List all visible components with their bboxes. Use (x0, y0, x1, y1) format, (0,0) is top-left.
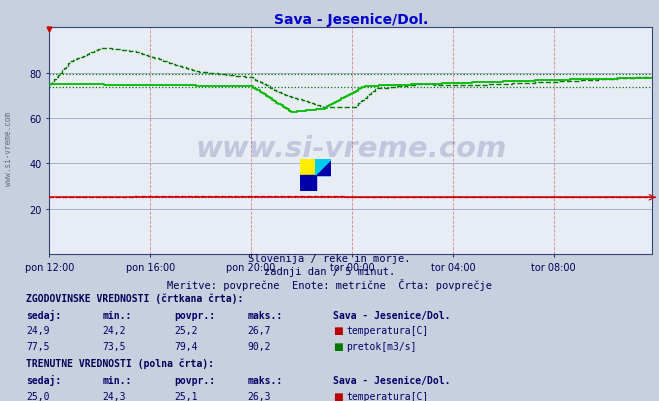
Text: maks.:: maks.: (247, 310, 282, 320)
Bar (300, 175, 316, 191)
Text: zadnji dan / 5 minut.: zadnji dan / 5 minut. (264, 267, 395, 277)
Text: pretok[m3/s]: pretok[m3/s] (346, 341, 416, 351)
Text: ■: ■ (333, 326, 343, 336)
Text: sedaj:: sedaj: (26, 375, 61, 385)
Text: ■: ■ (333, 341, 343, 351)
Text: povpr.:: povpr.: (175, 375, 215, 385)
Text: ■: ■ (333, 391, 343, 401)
Text: min.:: min.: (102, 310, 132, 320)
Title: Sava - Jesenice/Dol.: Sava - Jesenice/Dol. (273, 13, 428, 27)
Text: 24,9: 24,9 (26, 326, 50, 336)
Text: 25,0: 25,0 (26, 391, 50, 401)
Text: 24,3: 24,3 (102, 391, 126, 401)
Text: 25,1: 25,1 (175, 391, 198, 401)
Text: 77,5: 77,5 (26, 341, 50, 351)
Text: 79,4: 79,4 (175, 341, 198, 351)
Text: 25,2: 25,2 (175, 326, 198, 336)
Text: temperatura[C]: temperatura[C] (346, 391, 428, 401)
Text: 24,2: 24,2 (102, 326, 126, 336)
Text: TRENUTNE VREDNOSTI (polna črta):: TRENUTNE VREDNOSTI (polna črta): (26, 358, 214, 369)
Bar (300, 160, 316, 175)
Text: Sava - Jesenice/Dol.: Sava - Jesenice/Dol. (333, 310, 450, 320)
Text: 26,7: 26,7 (247, 326, 271, 336)
Text: temperatura[C]: temperatura[C] (346, 326, 428, 336)
Polygon shape (316, 160, 331, 175)
Text: min.:: min.: (102, 375, 132, 385)
Text: sedaj:: sedaj: (26, 310, 61, 320)
Text: Meritve: povprečne  Enote: metrične  Črta: povprečje: Meritve: povprečne Enote: metrične Črta:… (167, 278, 492, 290)
Text: www.si-vreme.com: www.si-vreme.com (195, 134, 507, 162)
Text: maks.:: maks.: (247, 375, 282, 385)
Text: Slovenija / reke in morje.: Slovenija / reke in morje. (248, 253, 411, 263)
Text: 90,2: 90,2 (247, 341, 271, 351)
Text: povpr.:: povpr.: (175, 310, 215, 320)
Polygon shape (316, 160, 331, 175)
Text: www.si-vreme.com: www.si-vreme.com (4, 111, 13, 185)
Bar (316, 160, 331, 175)
Text: ZGODOVINSKE VREDNOSTI (črtkana črta):: ZGODOVINSKE VREDNOSTI (črtkana črta): (26, 293, 244, 304)
Text: 73,5: 73,5 (102, 341, 126, 351)
Text: 26,3: 26,3 (247, 391, 271, 401)
Text: Sava - Jesenice/Dol.: Sava - Jesenice/Dol. (333, 375, 450, 385)
